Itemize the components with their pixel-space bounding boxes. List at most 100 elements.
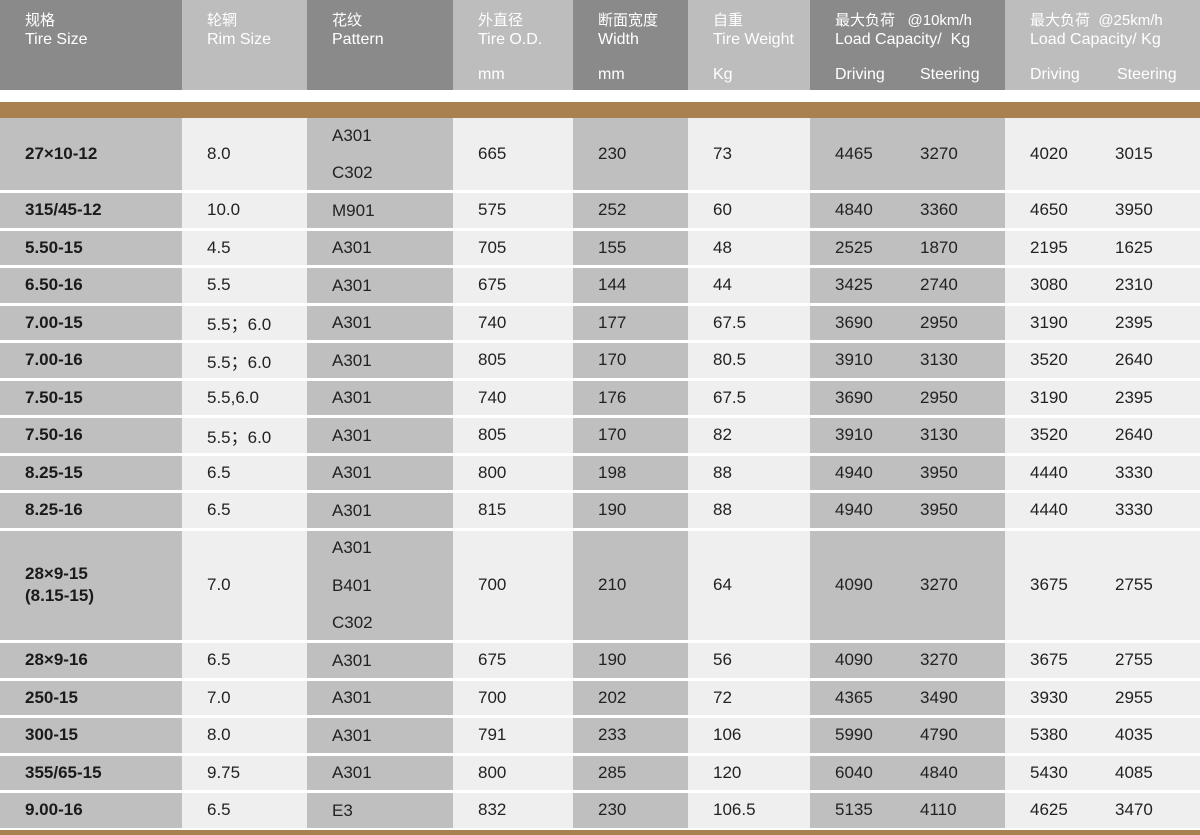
width-value: 230 [598,144,627,163]
width-value: 202 [598,687,627,707]
cell-rim: 6.5 [182,793,307,828]
cell-size: 300-15 [0,718,182,753]
cell-load10: 4840 3360 [810,193,1005,228]
driving-value: 2195 [1030,237,1068,257]
driving-value: 3520 [1030,350,1068,370]
driving-value: 4020 [1030,144,1068,163]
cell-size: 315/45-12 [0,193,182,228]
cell-rim: 10.0 [182,193,307,228]
header-pattern: 花纹 Pattern [307,0,453,90]
cell-rim: 6.5 [182,493,307,528]
cell-load25: 3675 2755 [1005,530,1200,640]
cell-load25: 3675 2755 [1005,643,1200,678]
width-value: 230 [598,800,627,820]
cell-load10: 4940 3950 [810,493,1005,528]
steering-value: 3270 [920,575,958,595]
driving-value: 2525 [835,237,873,257]
driving-value: 3910 [835,350,873,370]
header-cn: 花纹 [332,12,363,29]
table-row: 27×10-12 8.0 A301 C302 665 230 73 4465 3270 4020 3… [0,118,1200,190]
driving-value: 4625 [1030,800,1068,820]
table-row: 5.50-15 4.5 A301 705 155 48 2525 1870 2195 1625 [0,230,1200,265]
driving-value: 3520 [1030,425,1068,445]
cell-load10: 3910 3130 [810,343,1005,378]
rim-value: 6.5 [207,462,231,482]
cell-weight: 106 [688,718,810,753]
od-value: 805 [478,425,507,445]
driving-value: 4650 [1030,200,1068,220]
header-cn: 最大负荷 @10km/h [835,12,972,29]
cell-width: 198 [573,455,688,490]
od-value: 665 [478,144,507,163]
steering-value: 3950 [920,500,958,520]
rim-value: 6.5 [207,500,231,520]
rim-value: 7.0 [207,687,231,707]
od-value: 675 [478,650,507,670]
header-driving: Driving [1030,66,1080,83]
driving-value: 4840 [835,200,873,220]
driving-value: 5135 [835,800,873,820]
size-line: 250-15 [25,687,78,707]
pattern-line: A301 [332,313,372,332]
steering-value: 3270 [920,144,958,163]
cell-od: 675 [453,643,573,678]
cell-pattern: A301 [307,418,453,453]
weight-value: 67.5 [713,312,747,332]
width-value: 233 [598,725,627,745]
header-cn: 自重 [713,12,744,29]
weight-value: 60 [713,200,732,220]
cell-load25: 4440 3330 [1005,455,1200,490]
rim-value: 5.5；6.0 [207,352,272,372]
weight-value: 106 [713,725,742,745]
header-en: Tire Size [25,31,88,48]
header-en: Load Capacity/ Kg [835,31,971,48]
cell-size: 7.00-16 [0,343,182,378]
steering-value: 3950 [920,462,958,482]
header-unit: mm [478,66,505,83]
size-line: 315/45-12 [25,200,102,220]
cell-load25: 4650 3950 [1005,193,1200,228]
cell-size: 355/65-15 [0,755,182,790]
table-row: 315/45-12 10.0 M901 575 252 60 4840 3360 4650 395… [0,193,1200,228]
table-row: 300-15 8.0 A301 791 233 106 5990 4790 5380 4035 [0,718,1200,753]
cell-od: 700 [453,530,573,640]
rim-value: 5.5 [207,275,231,295]
cell-load10: 5135 4110 [810,793,1005,828]
steering-value: 3130 [920,350,958,370]
size-line: 9.00-16 [25,800,83,820]
cell-load25: 3930 2955 [1005,680,1200,715]
rim-value: 8.0 [207,144,231,163]
header-cn: 最大负荷 @25km/h [1030,12,1163,29]
cell-rim: 7.0 [182,680,307,715]
cell-od: 675 [453,268,573,303]
table-row: 7.50-15 5.5,6.0 A301 740 176 67.5 3690 2950 3190… [0,380,1200,415]
pattern-line: C302 [332,163,373,182]
od-value: 675 [478,275,507,295]
steering-value: 4085 [1115,762,1153,782]
header-rim-size: 轮辋 Rim Size [182,0,307,90]
size-line: 355/65-15 [25,762,102,782]
driving-value: 3190 [1030,312,1068,332]
cell-size: 8.25-15 [0,455,182,490]
cell-od: 800 [453,455,573,490]
pattern-line: A301 [332,425,372,445]
cell-width: 285 [573,755,688,790]
driving-value: 4440 [1030,500,1068,520]
cell-od: 791 [453,718,573,753]
width-value: 170 [598,425,627,445]
header-unit: mm [598,66,625,83]
steering-value: 2755 [1115,575,1153,595]
width-value: 177 [598,312,627,332]
steering-value: 2310 [1115,275,1153,295]
cell-od: 665 [453,118,573,190]
steering-value: 3015 [1115,144,1153,163]
header-en: Tire Weight [713,31,794,48]
accent-bar-bottom [0,830,1200,835]
cell-pattern: A301 [307,343,453,378]
pattern-line: A301 [332,388,372,407]
driving-value: 4365 [835,687,873,707]
driving-value: 3080 [1030,275,1068,295]
cell-weight: 67.5 [688,305,810,340]
cell-load25: 4020 3015 [1005,118,1200,190]
pattern-line: A301 [332,463,372,482]
